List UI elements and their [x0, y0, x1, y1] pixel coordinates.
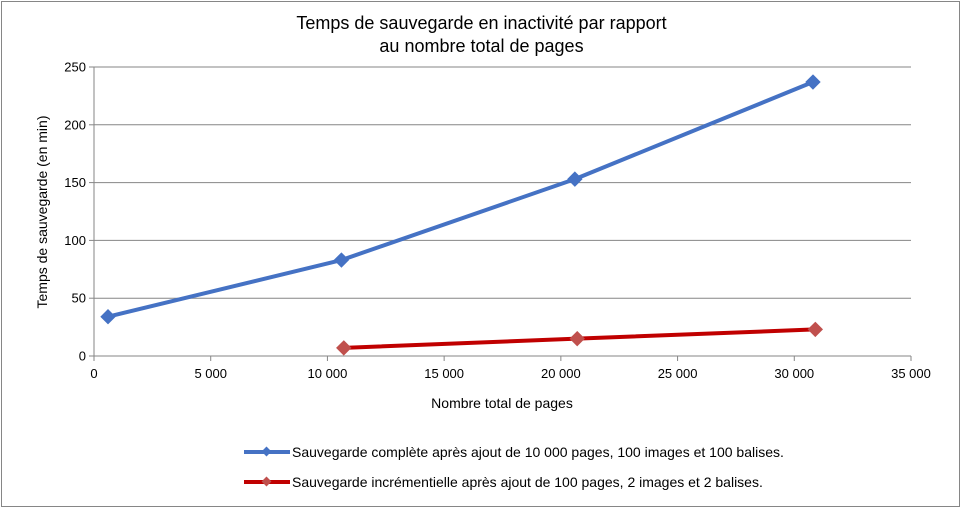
chart-title-line-1: Temps de sauvegarde en inactivité par ra…: [296, 13, 667, 33]
tick-labels: 0 50 100 150 200 250 0 5 000 10 000 15 000 20 000 2…: [64, 60, 931, 382]
x-tick-label: 30 000: [774, 366, 814, 381]
grid-lines: [94, 66, 911, 299]
legend-item-full-save: Sauvegarde complète après ajout de 10 00…: [244, 442, 784, 462]
series-line-1: [107, 80, 814, 319]
y-tick-label: 50: [72, 291, 86, 306]
data-point-series-1: [333, 252, 350, 268]
y-tick-label: 150: [64, 175, 86, 190]
data-point-series-1: [100, 308, 116, 325]
x-tick-label: 10 000: [308, 366, 348, 381]
legend-marker-full-save: [261, 446, 272, 457]
legend-label-full-save: Sauvegarde complète après ajout de 10 00…: [292, 444, 784, 460]
y-tick-label: 100: [64, 233, 86, 248]
x-tick-label: 5 000: [194, 366, 227, 381]
y-tick-label: 200: [64, 117, 86, 132]
y-tick-label: 0: [79, 349, 86, 364]
x-tick-label: 20 000: [541, 366, 581, 381]
legend-marker-incremental-save: [261, 476, 272, 487]
series-layer: [100, 74, 824, 356]
y-tick-label: 250: [64, 60, 86, 75]
data-point-series-2: [569, 330, 585, 347]
legend-item-incremental-save: Sauvegarde incrémentielle après ajout de…: [244, 472, 763, 492]
data-point-series-1: [805, 74, 821, 90]
legend-swatch-full-save: [244, 442, 290, 462]
data-point-series-2: [807, 321, 824, 338]
legend-swatch-incremental-save: [244, 472, 290, 492]
x-tick-label: 25 000: [658, 366, 698, 381]
axes: [89, 66, 912, 361]
data-point-series-1: [567, 171, 583, 187]
data-point-series-2: [336, 340, 352, 356]
x-tick-label: 15 000: [424, 366, 464, 381]
x-tick-label: 0: [90, 366, 97, 381]
chart-title-line-2: au nombre total de pages: [379, 36, 584, 56]
x-axis-label: Nombre total de pages: [431, 395, 573, 411]
x-tick-label: 35 000: [891, 366, 931, 381]
legend-label-incremental-save: Sauvegarde incrémentielle après ajout de…: [292, 474, 763, 490]
